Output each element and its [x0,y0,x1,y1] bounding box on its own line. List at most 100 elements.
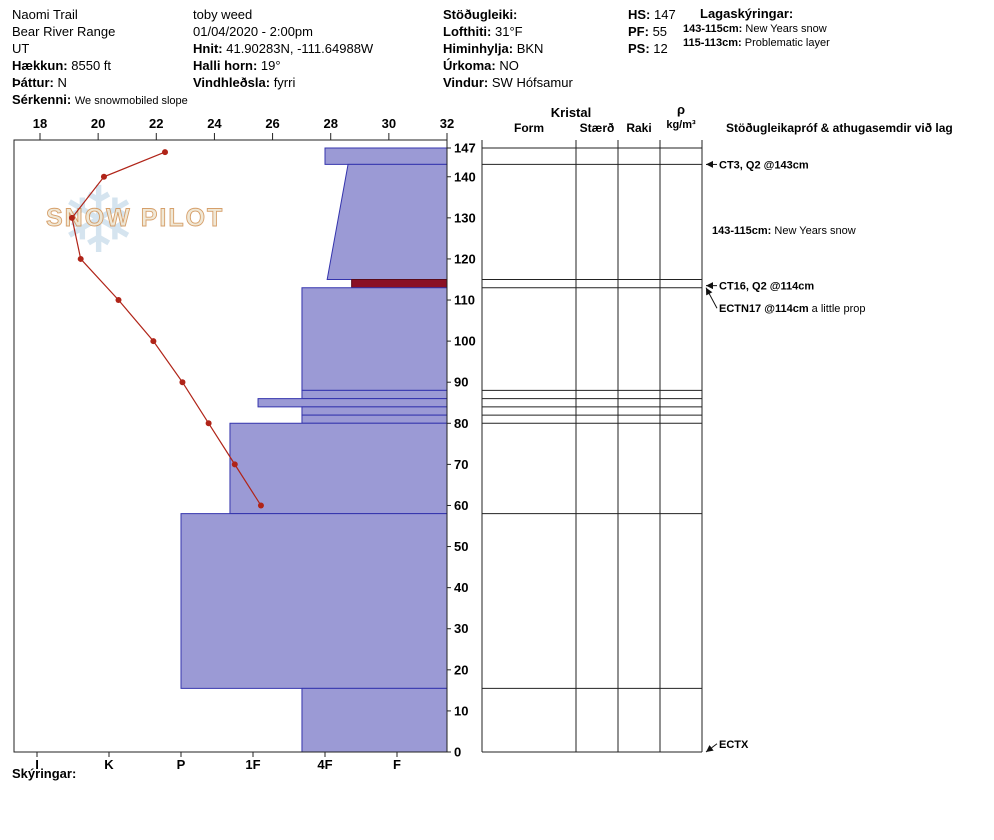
temperature-point [150,338,157,345]
kristal-header: Kristal [551,105,591,120]
slope-angle-value: 19° [260,58,281,73]
temperature-point [68,214,75,221]
pf-row: PF: 55 [628,23,676,40]
location-name: Naomi Trail [12,7,78,22]
ps-value: 12 [653,41,668,56]
layer-note-1: 143-115cm: New Years snow [683,22,830,36]
temperature-point [205,420,212,427]
layer-note-2-range: 115-113cm: [683,37,742,49]
svg-text:80: 80 [454,416,468,431]
layer-bar [301,414,448,424]
layer-note-1-text: New Years snow [745,23,827,35]
annotations: CT3, Q2 @143cm 143-115cm: New Years snow C… [705,159,865,753]
density-symbol: ρ [677,102,685,117]
svg-text:40: 40 [454,580,468,595]
wind-label: Vindur: [443,75,489,90]
coords-label: Hnit: [193,41,223,56]
svg-text:110: 110 [454,293,475,308]
aspect-row: Þáttur: N [12,74,188,91]
windloading-value: fyrri [273,75,296,90]
elevation-row: Hækkun: 8550 ft [12,57,188,74]
wind-row: Vindur: SW Hófsamur [443,74,573,91]
svg-text:28: 28 [323,116,337,131]
layer-notes-title: Lagaskýringar: [700,6,794,21]
svg-text:26: 26 [265,116,279,131]
sky-value: BKN [516,41,544,56]
layer-notes-col: Lagaskýringar: 143-115cm: New Years snow… [683,6,830,50]
density-unit: kg/m³ [666,119,696,131]
hardness-axis: I K P 1F 4F F [35,752,401,772]
annotation-text: ECTX [719,739,749,751]
svg-text:90: 90 [454,375,468,390]
svg-text:30: 30 [382,116,396,131]
temperature-profile [68,149,264,509]
precip-value: NO [499,58,519,73]
svg-text:32: 32 [440,116,454,131]
svg-text:I: I [35,757,39,772]
precip-label: Úrkoma: [443,58,496,73]
size-header: Stærð [580,121,615,135]
svg-text:140: 140 [454,169,476,184]
svg-text:10: 10 [454,703,468,718]
hs-value: 147 [654,7,676,22]
observation-datetime: 01/04/2020 - 2:00pm [193,24,313,39]
hardness-layers [180,147,448,753]
annotation-text: CT3, Q2 @143cm [719,159,809,171]
annotation-text: 143-115cm: New Years snow [712,225,856,237]
svg-text:100: 100 [454,334,476,349]
wetness-header: Raki [626,121,651,135]
temperature-point [115,297,122,304]
layer-bar [257,398,448,408]
layer-bar [301,687,448,753]
ps-row: PS: 12 [628,40,676,57]
temperature-point [77,255,84,262]
aspect-label: Þáttur: [12,75,54,90]
coords-value: 41.90283N, -111.64988W [226,41,374,56]
aspect-value: N [57,75,67,90]
airtemp-label: Lofthiti: [443,24,492,39]
stability-label: Stöðugleiki: [443,7,518,22]
layer-bar [301,389,448,400]
header-snowpack-col: HS: 147 PF: 55 PS: 12 [628,6,676,57]
precip-row: Úrkoma: NO [443,57,573,74]
notes-value: We snowmobiled slope [74,95,188,107]
coords-row: Hnit: 41.90283N, -111.64988W [193,40,373,57]
svg-text:0: 0 [454,745,461,760]
pf-label: PF: [628,24,649,39]
wind-value: SW Hófsamur [491,75,573,90]
windloading-row: Vindhleðsla: fyrri [193,74,373,91]
notes-label: Sérkenni: [12,92,72,107]
elevation-value: 8550 ft [71,58,112,73]
layer-note-2-text: Problematic layer [744,37,830,49]
ps-label: PS: [628,41,650,56]
svg-text:50: 50 [454,539,468,554]
svg-text:1F: 1F [245,757,260,772]
svg-text:147: 147 [454,141,476,156]
svg-text:24: 24 [207,116,222,131]
snowpilot-watermark: ❄SNOW PILOT [46,167,224,274]
temperature-point [179,379,186,386]
svg-text:18: 18 [33,116,47,131]
temperature-point [257,502,264,509]
temperature-axis: 18 20 22 24 26 28 30 32 [33,116,454,140]
slope-angle-row: Halli horn: 19° [193,57,373,74]
svg-text:K: K [104,757,114,772]
airtemp-row: Lofthiti: 31°F [443,23,573,40]
annotation-text: CT16, Q2 @114cm [719,281,814,293]
sky-row: Himinhylja: BKN [443,40,573,57]
annotation-text: ECTN17 @114cm a little prop [719,303,865,315]
layer-bar [229,422,448,515]
layer-bar [301,287,448,391]
svg-text:60: 60 [454,498,468,513]
layer-bar [301,406,448,416]
legend-label: Skýringar: [12,766,77,781]
svg-text:130: 130 [454,210,476,225]
layer-table [481,140,703,753]
hs-label: HS: [628,7,651,22]
layer-note-2: 115-113cm: Problematic layer [683,36,830,50]
problematic-layer-bar [351,278,448,289]
header-location-col: Naomi Trail Bear River Range UT Hækkun: … [12,6,188,110]
watermark-text: SNOW PILOT [46,204,224,232]
slope-angle-label: Halli horn: [193,58,258,73]
